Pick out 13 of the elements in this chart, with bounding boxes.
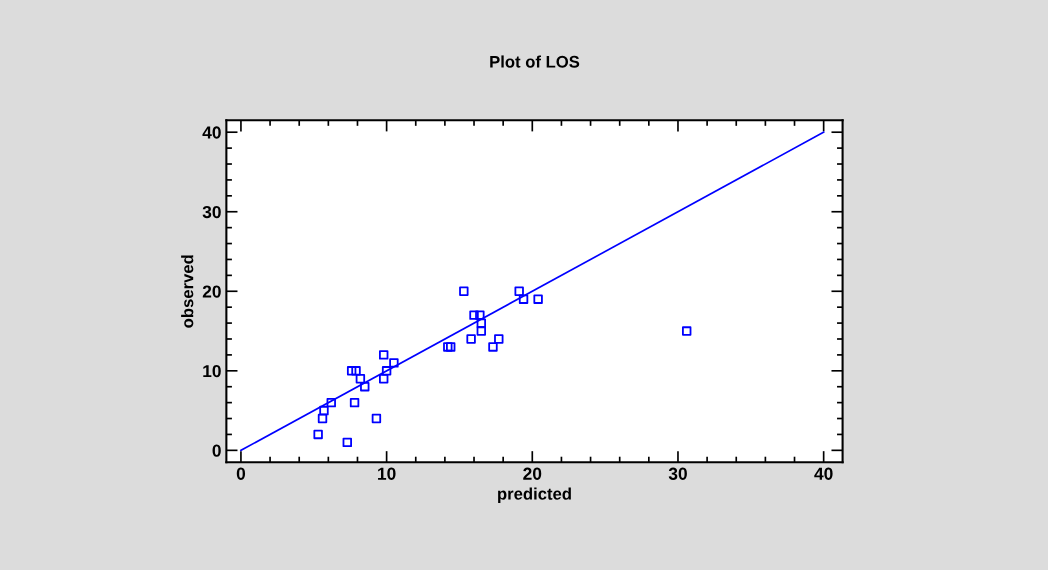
y-tick-label: 30 [202,205,221,219]
x-axis-title: predicted [498,487,571,504]
x-tick-label: 0 [236,467,246,480]
y-tick-label: 10 [203,364,221,378]
y-tick-label: 40 [202,126,221,139]
x-tick-label: 10 [378,467,396,480]
y-tick-label: 0 [212,444,221,457]
x-tick-label: 20 [523,467,542,480]
x-tick-label: 30 [668,467,687,480]
chart-title: Plot of LOS [490,55,580,68]
y-tick-label: 20 [202,285,221,298]
y-axis-title: observed [181,255,194,328]
x-tick-label: 40 [814,467,833,480]
